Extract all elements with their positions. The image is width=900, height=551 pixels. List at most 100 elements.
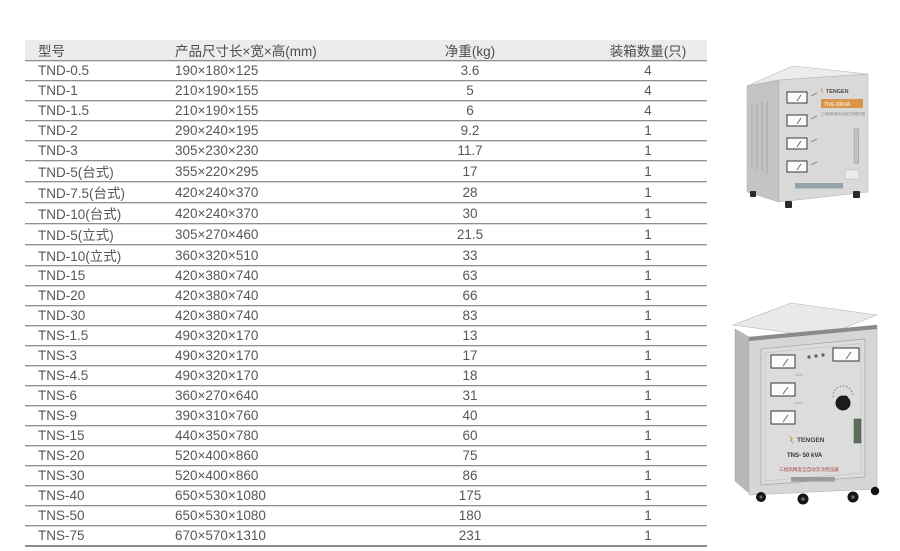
tengen-logo: TENGEN: [820, 87, 849, 95]
table-cell: TNS-6: [25, 385, 175, 406]
handle-slot: [853, 127, 859, 165]
table-cell: 650×530×1080: [175, 505, 351, 526]
table-cell: 1: [589, 285, 707, 306]
table-cell: TND-20: [25, 285, 175, 306]
table-cell: TNS-9: [25, 405, 175, 426]
table-cell: 290×240×195: [175, 120, 351, 141]
table-cell: 420×380×740: [175, 305, 351, 326]
table-cell: 1: [589, 345, 707, 366]
table-cell: TND-3: [25, 140, 175, 161]
table-cell: 31: [351, 385, 589, 406]
table-cell: 3.6: [351, 60, 589, 81]
table-cell: TND-10(立式): [25, 244, 175, 266]
table-row: TNS-1.5 490×320×170 13 1: [25, 325, 707, 346]
table-cell: 4: [589, 60, 707, 81]
table-cell: 83: [351, 305, 589, 326]
table-cell: 440×350×780: [175, 425, 351, 446]
table-cell: 650×530×1080: [175, 485, 351, 506]
subtitle-text: 三相高精度全自动交流稳压器: [779, 466, 839, 473]
table-cell: 4: [589, 80, 707, 101]
table-row: TNS-20 520×400×860 75 1: [25, 445, 707, 466]
table-cell: TND-5(台式): [25, 160, 175, 182]
table-cell: 1: [589, 365, 707, 386]
column-header-model: 型号: [25, 40, 175, 61]
cabinet-side-face: [734, 328, 750, 494]
table-cell: 355×220×295: [175, 160, 351, 182]
indicator-lights: [807, 353, 825, 359]
table-cell: 1: [589, 160, 707, 182]
table-cell: 86: [351, 465, 589, 486]
table-cell: TND-1: [25, 80, 175, 101]
table-row: TNS-50 650×530×1080 180 1: [25, 505, 707, 526]
table-cell: TNS-50: [25, 505, 175, 526]
model-banner: [821, 99, 863, 108]
table-cell: 420×380×740: [175, 285, 351, 306]
table-cell: 1: [589, 325, 707, 346]
table-row: TND-10(立式) 360×320×510 33 1: [25, 244, 707, 266]
table-row: TNS-15 440×350×780 60 1: [25, 425, 707, 446]
table-cell: TNS-3: [25, 345, 175, 366]
table-cell: 1: [589, 140, 707, 161]
table-cell: 1: [589, 305, 707, 326]
table-row: TND-15 420×380×740 63 1: [25, 265, 707, 286]
table-row: TNS-75 670×570×1310 231 1: [25, 525, 707, 546]
table-cell: 30: [351, 202, 589, 224]
table-row: TNS-30 520×400×860 86 1: [25, 465, 707, 486]
table-cell: TNS-30: [25, 465, 175, 486]
table-cell: 66: [351, 285, 589, 306]
column-header-net-weight: 净重(kg): [351, 40, 589, 61]
table-cell: 75: [351, 445, 589, 466]
table-cell: TND-0.5: [25, 60, 175, 81]
model-text: TNS- 50 kVA: [787, 453, 823, 459]
table-cell: TND-2: [25, 120, 175, 141]
table-cell: TND-15: [25, 265, 175, 286]
table-cell: 1: [589, 223, 707, 245]
spec-table-body: TND-0.5 190×180×125 3.6 4 TND-1 210×190×155 5 4…: [25, 60, 707, 546]
table-cell: 360×320×510: [175, 244, 351, 266]
table-cell: 490×320×170: [175, 325, 351, 346]
table-cell: 33: [351, 244, 589, 266]
table-cell: TNS-75: [25, 525, 175, 546]
table-row: TND-30 420×380×740 83 1: [25, 305, 707, 326]
table-cell: TND-10(台式): [25, 202, 175, 224]
caster-icons: [750, 191, 860, 208]
table-row: TNS-6 360×270×640 31 1: [25, 385, 707, 406]
table-cell: 11.7: [351, 140, 589, 161]
table-cell: 190×180×125: [175, 60, 351, 81]
table-cell: TND-30: [25, 305, 175, 326]
table-row: TND-0.5 190×180×125 3.6 4: [25, 60, 707, 81]
cert-sticker: [853, 418, 862, 444]
table-cell: TNS-40: [25, 485, 175, 506]
table-cell: 231: [351, 525, 589, 546]
table-row: TND-3 305×230×230 11.7 1: [25, 140, 707, 161]
model-banner-text: TNS-30kVA: [824, 102, 851, 108]
knob-icon: [832, 385, 854, 411]
table-cell: 490×320×170: [175, 345, 351, 366]
table-cell: 1: [589, 465, 707, 486]
table-row: TNS-9 390×310×760 40 1: [25, 405, 707, 426]
table-cell: TNS-15: [25, 425, 175, 446]
table-cell: 17: [351, 160, 589, 182]
table-cell: 1: [589, 244, 707, 266]
table-cell: 420×240×370: [175, 181, 351, 203]
company-bar: [791, 477, 835, 482]
table-cell: 1: [589, 385, 707, 406]
vent-slots: [751, 101, 768, 174]
table-cell: 1: [589, 120, 707, 141]
table-cell: 520×400×860: [175, 465, 351, 486]
table-cell: 490×320×170: [175, 365, 351, 386]
subtitle-text: 三相高精度全自动交流稳压器: [821, 111, 866, 116]
table-cell: 63: [351, 265, 589, 286]
table-header-row: 型号 产品尺寸长×宽×高(mm) 净重(kg) 装箱数量(只): [25, 40, 707, 61]
table-cell: 1: [589, 181, 707, 203]
table-cell: TNS-1.5: [25, 325, 175, 346]
table-cell: 390×310×760: [175, 405, 351, 426]
table-cell: 210×190×155: [175, 100, 351, 121]
table-cell: 670×570×1310: [175, 525, 351, 546]
column-header-dimensions: 产品尺寸长×宽×高(mm): [175, 40, 351, 61]
table-cell: 1: [589, 445, 707, 466]
table-cell: 175: [351, 485, 589, 506]
table-cell: TND-7.5(台式): [25, 181, 175, 203]
table-cell: 9.2: [351, 120, 589, 141]
door-inner-line: [764, 343, 862, 482]
